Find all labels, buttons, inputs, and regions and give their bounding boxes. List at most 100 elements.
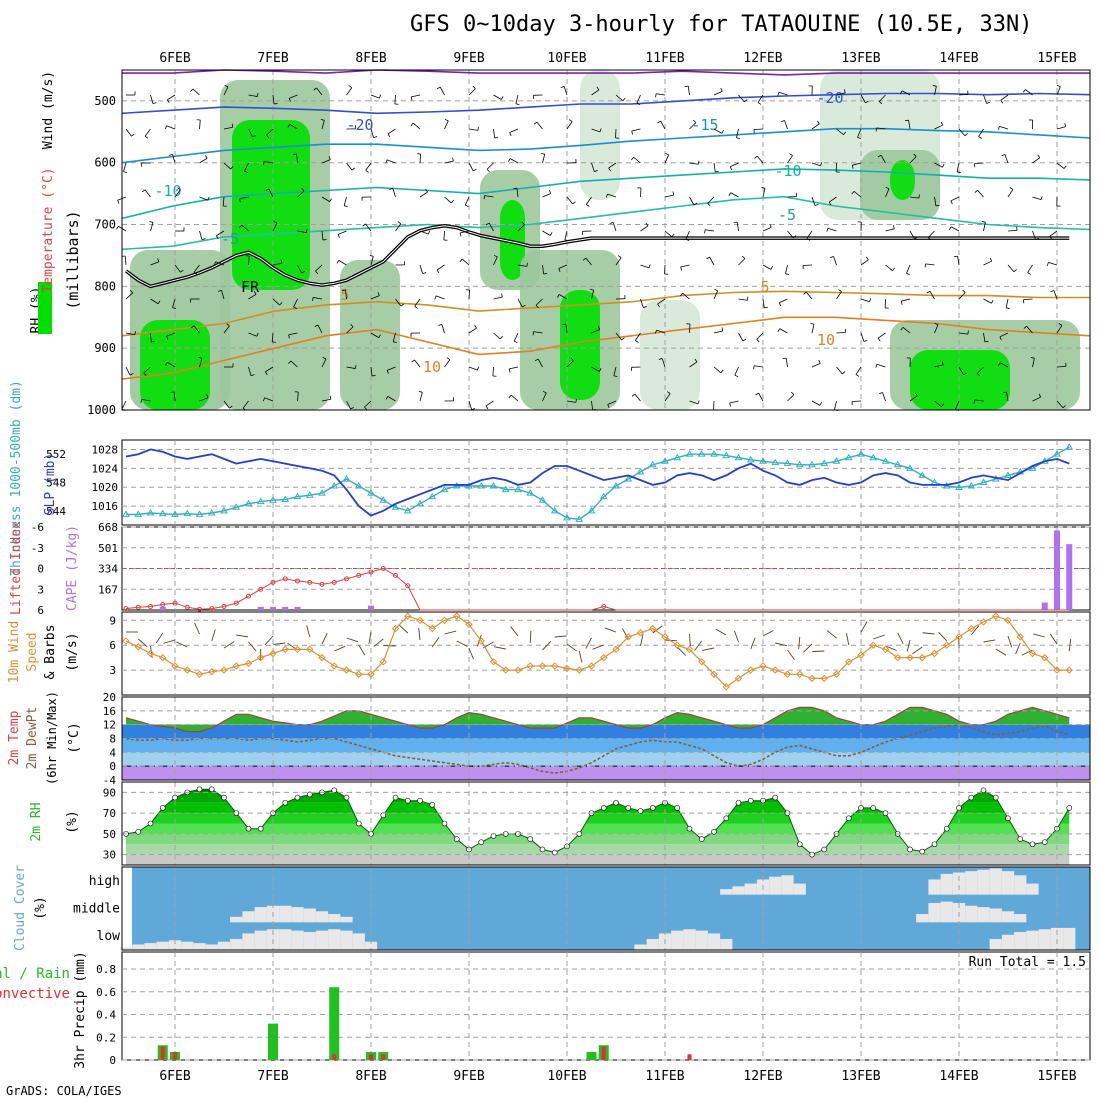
precip-convective-bar [687,1054,692,1060]
lifted-index-point [172,600,178,606]
cloud-middle-bar [315,911,329,923]
wind-barb [586,196,592,205]
wind-speed-point [1004,616,1012,625]
thickness-point [599,492,608,500]
rh-shading [140,320,210,410]
wind-barb [223,400,230,409]
legend-total-rain: Total / Rain [0,966,70,982]
wind-barb [754,365,764,368]
wind-barb-flag [998,362,1001,367]
lifted-index-point [295,578,300,584]
wind-barb [542,392,547,402]
wind-barb [762,264,772,270]
thickness-point [330,482,339,489]
lifted-index-point [380,566,386,571]
wind-barb [608,162,617,169]
thickness-point [563,513,571,521]
wind-barb [734,366,739,376]
wind-barb [123,162,127,172]
wind-speed-point [220,666,228,674]
wind-speed-point [281,645,289,654]
wind-barb [604,627,617,633]
wind-barb-flag [265,371,268,376]
wind-barb-flag [1062,405,1066,409]
wind-tick-label: 6 [109,639,116,652]
rh-point [600,805,607,811]
rh-point [907,846,913,853]
wind-barb [222,196,225,207]
wind-barb-flag [957,171,961,173]
wind-barb [784,120,788,130]
wind-speed-point [845,658,853,666]
wind-barb [702,647,715,651]
wind-barb [811,123,820,130]
wind-barb [729,400,739,404]
wind-barb [661,358,666,368]
day-label-bottom: 13FEB [841,1069,880,1084]
wind-barb [909,230,915,239]
wind-barb-flag [549,232,553,236]
wind-barb-flag [485,222,490,226]
wind-barb-flag [570,357,574,362]
wind-barb-flag [266,134,270,139]
rh-point [343,794,350,801]
wind-barb [787,230,794,239]
ylabel-wind10-b: Speed [25,632,40,671]
wind-barb-flag [190,88,194,92]
wind-barb-flag [369,254,374,257]
cape-tick-label: 501 [98,542,118,555]
wind-barb [150,261,160,266]
wind-barb [787,649,795,660]
wind-barb-flag [754,155,758,159]
wind-barb-flag [885,186,890,190]
day-label-top: 14FEB [939,51,978,66]
wind-barb-flag [1013,269,1017,273]
wind-barb-flag [206,394,209,398]
wind-barb-flag [1009,187,1014,190]
ylabel-temp-a: 2m Temp [7,710,22,765]
cloud-high-bar [793,883,806,895]
wind-speed-point [563,664,571,673]
wind-barb-flag [756,339,760,343]
wind-speed-point [967,624,975,633]
wind-barb [345,290,347,300]
wind-barb [370,128,375,138]
wind-barb [983,298,992,304]
cloud-high-bar [940,873,953,895]
wind-barb [468,128,478,131]
wind-barb-flag [704,229,706,234]
wind-barb [811,362,821,368]
wind-barb-flag [777,92,780,96]
thickness-point [183,509,192,517]
rh-point [1041,839,1048,845]
wind-barb-flag [599,128,602,133]
isotherm-line [122,69,1090,76]
thickness-point [489,482,498,489]
wind-speed-point [955,633,963,641]
wind-barb [1033,633,1045,638]
cloud-middle-bar [291,907,304,923]
thickness-point [759,457,767,464]
cloud-high-bar [732,886,745,895]
precip-convective-bar [601,1046,606,1060]
credit: GrADS: COLA/IGES [6,1084,122,1098]
wind-barb [873,634,885,640]
wind-barb [436,264,445,271]
wind-barb [297,230,307,233]
wind-barb [493,332,501,340]
cloud-high-bar [1001,871,1015,895]
wind-barb [1000,94,1009,101]
panel-cloud-frame [121,866,1091,951]
wind-barb-flag [134,331,136,335]
wind-barb [957,256,960,266]
wind-barb [264,161,274,164]
rh-point [735,799,742,806]
wind-barb [444,196,452,204]
cloud-low-bar [205,944,218,950]
wind-barb [241,224,249,232]
wind-barb [805,291,813,300]
rh-tick-label: 90 [103,786,116,799]
wind-barb [806,230,813,239]
wind-barb-flag [508,158,511,162]
wind-barb [468,647,474,660]
